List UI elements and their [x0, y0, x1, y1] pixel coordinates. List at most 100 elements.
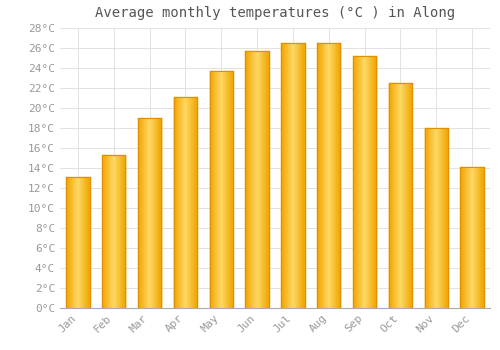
Bar: [224, 71, 226, 308]
Bar: [442, 128, 443, 308]
Bar: [444, 128, 445, 308]
Bar: [335, 43, 336, 308]
Bar: [157, 118, 158, 308]
Bar: [149, 118, 150, 308]
Bar: [292, 43, 293, 308]
Bar: [211, 71, 212, 308]
Bar: [375, 56, 376, 308]
Bar: [252, 51, 253, 308]
Bar: [88, 177, 89, 308]
Bar: [109, 155, 110, 308]
Bar: [479, 167, 480, 308]
Bar: [122, 155, 123, 308]
Bar: [438, 128, 439, 308]
Bar: [227, 71, 228, 308]
Bar: [300, 43, 301, 308]
Bar: [113, 155, 114, 308]
Bar: [425, 128, 426, 308]
Bar: [89, 177, 90, 308]
Bar: [71, 177, 72, 308]
Bar: [365, 56, 366, 308]
Bar: [82, 177, 83, 308]
Bar: [213, 71, 214, 308]
Bar: [426, 128, 427, 308]
Bar: [78, 177, 79, 308]
Bar: [143, 118, 144, 308]
Bar: [424, 128, 425, 308]
Bar: [371, 56, 372, 308]
Bar: [475, 167, 476, 308]
Bar: [105, 155, 106, 308]
Bar: [432, 128, 433, 308]
Bar: [188, 97, 189, 308]
Bar: [158, 118, 159, 308]
Bar: [117, 155, 118, 308]
Bar: [471, 167, 472, 308]
Bar: [290, 43, 291, 308]
Bar: [194, 97, 196, 308]
Bar: [468, 167, 469, 308]
Bar: [247, 51, 248, 308]
Bar: [179, 97, 180, 308]
Bar: [434, 128, 435, 308]
Bar: [319, 43, 320, 308]
Bar: [460, 167, 461, 308]
Bar: [293, 43, 294, 308]
Bar: [155, 118, 156, 308]
Bar: [331, 43, 332, 308]
Bar: [294, 43, 295, 308]
Bar: [110, 155, 111, 308]
Bar: [366, 56, 367, 308]
Bar: [358, 56, 359, 308]
Bar: [106, 155, 107, 308]
Bar: [318, 43, 319, 308]
Bar: [259, 51, 260, 308]
Bar: [153, 118, 154, 308]
Bar: [145, 118, 146, 308]
Bar: [81, 177, 82, 308]
Bar: [359, 56, 360, 308]
Bar: [334, 43, 335, 308]
Bar: [190, 97, 191, 308]
Bar: [217, 71, 218, 308]
Bar: [317, 43, 318, 308]
Bar: [150, 118, 152, 308]
Bar: [409, 83, 410, 308]
Bar: [329, 43, 330, 308]
Bar: [466, 167, 467, 308]
Bar: [394, 83, 395, 308]
Bar: [86, 177, 87, 308]
Bar: [261, 51, 262, 308]
Bar: [397, 83, 398, 308]
Bar: [214, 71, 215, 308]
Bar: [433, 128, 434, 308]
Bar: [267, 51, 268, 308]
Bar: [400, 83, 401, 308]
Bar: [125, 155, 126, 308]
Bar: [445, 128, 446, 308]
Bar: [463, 167, 464, 308]
Bar: [302, 43, 303, 308]
Bar: [139, 118, 140, 308]
Bar: [186, 97, 187, 308]
Bar: [264, 51, 265, 308]
Bar: [469, 167, 470, 308]
Bar: [176, 97, 178, 308]
Bar: [102, 155, 104, 308]
Bar: [104, 155, 105, 308]
Bar: [361, 56, 362, 308]
Bar: [141, 118, 142, 308]
Bar: [291, 43, 292, 308]
Bar: [446, 128, 448, 308]
Bar: [68, 177, 69, 308]
Bar: [114, 155, 115, 308]
Bar: [283, 43, 284, 308]
Title: Average monthly temperatures (°C ) in Along: Average monthly temperatures (°C ) in Al…: [95, 6, 455, 20]
Bar: [406, 83, 407, 308]
Bar: [404, 83, 405, 308]
Bar: [178, 97, 179, 308]
Bar: [441, 128, 442, 308]
Bar: [483, 167, 484, 308]
Bar: [476, 167, 478, 308]
Bar: [370, 56, 371, 308]
